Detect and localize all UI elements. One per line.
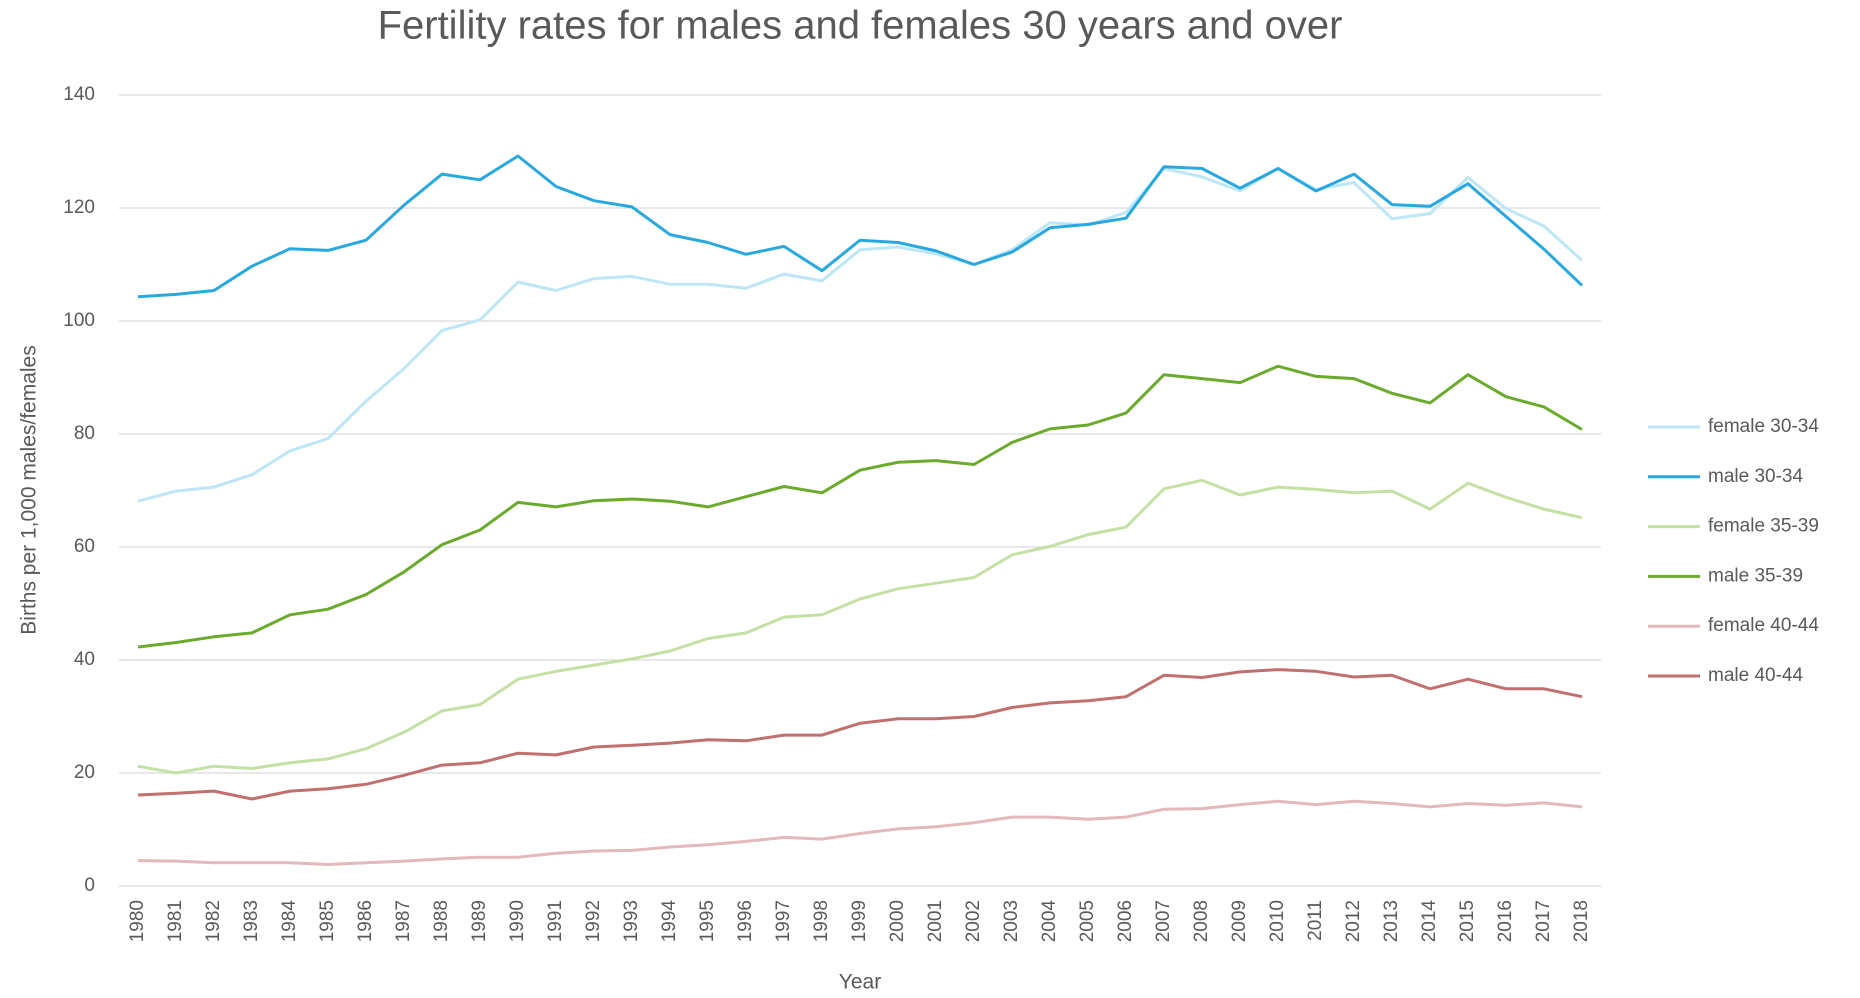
x-tick-label: 2016 — [1495, 900, 1516, 942]
x-tick-label: 1994 — [659, 900, 680, 943]
x-tick-label: 1991 — [545, 900, 566, 942]
x-tick-label: 2014 — [1419, 900, 1440, 943]
x-tick-label: 2003 — [1001, 900, 1022, 942]
y-axis-title: Births per 1,000 males/females — [18, 345, 41, 634]
chart-title: Fertility rates for males and females 30… — [378, 4, 1343, 48]
series-line — [137, 154, 1584, 299]
legend-label: male 40-44 — [1708, 665, 1803, 686]
x-tick-label: 1983 — [241, 900, 262, 942]
x-tick-label: 2013 — [1381, 900, 1402, 942]
x-tick-label: 2010 — [1267, 900, 1288, 942]
x-tick-label: 2018 — [1571, 900, 1592, 942]
series-line — [137, 167, 1584, 503]
x-tick-label: 1981 — [165, 900, 186, 942]
x-tick-label: 2006 — [1115, 900, 1136, 942]
x-axis-title: Year — [839, 971, 881, 994]
x-tick-label: 1998 — [811, 900, 832, 942]
x-tick-label: 2009 — [1229, 900, 1250, 942]
x-tick-label: 1992 — [583, 900, 604, 942]
y-tick-label: 80 — [74, 423, 95, 444]
x-tick-label: 1988 — [431, 900, 452, 942]
y-tick-label: 20 — [74, 762, 95, 783]
legend-label: female 30-34 — [1708, 416, 1819, 437]
legend-label: female 35-39 — [1708, 516, 1819, 537]
x-tick-label: 2015 — [1457, 900, 1478, 942]
legend-label: female 40-44 — [1708, 615, 1819, 636]
x-tick-label: 2017 — [1533, 900, 1554, 942]
legend-label: male 30-34 — [1708, 466, 1803, 487]
x-tick-label: 1996 — [735, 900, 756, 942]
series-line — [137, 668, 1583, 801]
x-tick-label: 1993 — [621, 900, 642, 942]
x-tick-label: 2005 — [1077, 900, 1098, 942]
x-tick-label: 2011 — [1305, 900, 1326, 941]
legend-label: male 35-39 — [1708, 565, 1803, 586]
x-tick-label: 2001 — [925, 900, 946, 942]
series-line — [137, 364, 1583, 649]
x-tick-label: 1980 — [127, 900, 148, 942]
x-tick-label: 1985 — [317, 900, 338, 942]
x-tick-label: 1990 — [507, 900, 528, 942]
x-tick-label: 2007 — [1153, 900, 1174, 942]
y-tick-label: 140 — [63, 84, 95, 105]
x-tick-label: 2012 — [1343, 900, 1364, 942]
x-tick-label: 2000 — [887, 900, 908, 942]
x-tick-label: 1995 — [697, 900, 718, 942]
x-tick-label: 2008 — [1191, 900, 1212, 942]
y-tick-label: 0 — [84, 875, 95, 896]
series-line — [137, 478, 1583, 775]
x-tick-label: 2002 — [963, 900, 984, 942]
x-tick-label: 1999 — [849, 900, 870, 942]
y-tick-label: 120 — [63, 197, 95, 218]
x-tick-label: 1997 — [773, 900, 794, 942]
series-line — [137, 799, 1583, 866]
y-tick-label: 60 — [74, 536, 95, 557]
y-tick-label: 40 — [74, 649, 95, 670]
x-tick-label: 1984 — [279, 900, 300, 943]
x-tick-label: 1986 — [355, 900, 376, 942]
x-tick-label: 1987 — [393, 900, 414, 942]
x-tick-label: 1982 — [203, 900, 224, 942]
y-tick-label: 100 — [63, 310, 95, 331]
x-tick-label: 1989 — [469, 900, 490, 942]
x-tick-label: 2004 — [1039, 900, 1060, 943]
